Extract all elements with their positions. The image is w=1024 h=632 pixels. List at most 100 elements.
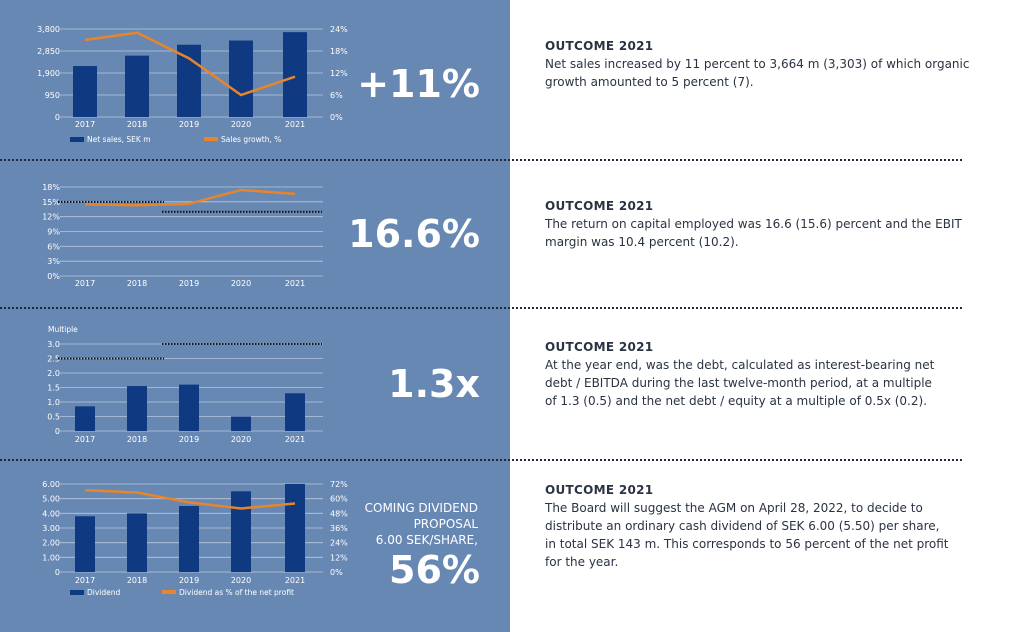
bar — [179, 506, 199, 572]
y-tick-label: 0% — [47, 272, 60, 281]
x-tick-label: 2017 — [75, 279, 95, 288]
y-tick-label: 0 — [55, 427, 60, 436]
bar — [285, 393, 305, 431]
y-tick-label: 0 — [55, 568, 60, 577]
x-tick-label: 2021 — [285, 279, 305, 288]
x-tick-label: 2020 — [231, 120, 251, 129]
bar — [73, 66, 97, 117]
outcome-text: for the year. — [545, 555, 619, 569]
x-tick-label: 2018 — [127, 576, 147, 585]
proposal-line: 6.00 SEK/SHARE, — [375, 533, 478, 547]
outcome-text: distribute an ordinary cash dividend of … — [545, 519, 940, 533]
y-tick-label: 1.0 — [47, 398, 60, 407]
series-line — [84, 188, 296, 207]
dividend-proposal: COMING DIVIDEND PROPOSAL 6.00 SEK/SHARE, — [330, 500, 478, 548]
y2-tick-label: 6% — [330, 91, 343, 100]
x-tick-label: 2017 — [75, 576, 95, 585]
y2-tick-label: 60% — [330, 495, 348, 504]
bar — [75, 406, 95, 431]
outcome-text: debt / EBITDA during the last twelve-mon… — [545, 376, 932, 390]
y2-tick-label: 36% — [330, 524, 348, 533]
y2-tick-label: 48% — [330, 509, 348, 518]
x-tick-label: 2019 — [179, 576, 199, 585]
section-divider — [0, 307, 962, 309]
x-tick-label: 2019 — [179, 279, 199, 288]
net-sales-chart: 0 950 1,900 2,850 3,800 0% 6% 12% 18% 24% 2017 2018… — [37, 25, 348, 144]
bar — [127, 513, 147, 572]
y-tick-label: 1.00 — [42, 553, 60, 562]
x-tick-label: 2017 — [75, 435, 95, 444]
section-divider — [0, 459, 962, 461]
outcome-heading: OUTCOME 2021 — [545, 340, 654, 354]
x-tick-label: 2020 — [231, 435, 251, 444]
y-tick-label: 15% — [42, 198, 60, 207]
bar — [229, 40, 253, 117]
outcome-text: At the year end, was the debt, calculate… — [545, 358, 935, 372]
bar — [283, 32, 307, 117]
kpi-return-on-capital: 16.6% — [348, 212, 480, 256]
legend-swatch — [70, 590, 84, 595]
dividend-chart: 0 1.00 2.00 3.00 4.00 5.00 6.00 0% 12% 24% 36% 48% 6… — [42, 480, 348, 597]
y-tick-label: 6.00 — [42, 480, 60, 489]
bar — [75, 516, 95, 572]
legend-swatch — [70, 137, 84, 142]
x-tick-label: 2018 — [127, 279, 147, 288]
outcome-block-roce: OUTCOME 2021 The return on capital emplo… — [545, 197, 975, 251]
outcome-text: growth amounted to 5 percent (7). — [545, 75, 754, 89]
outcome-heading: OUTCOME 2021 — [545, 39, 654, 53]
y2-tick-label: 72% — [330, 480, 348, 489]
y-tick-label: 3,800 — [37, 25, 60, 34]
bar — [125, 55, 149, 117]
outcome-text: The Board will suggest the AGM on April … — [545, 501, 923, 515]
y-tick-label: 5.00 — [42, 495, 60, 504]
y-tick-label: 2.00 — [42, 539, 60, 548]
y-tick-label: 1,900 — [37, 69, 60, 78]
x-tick-label: 2019 — [179, 120, 199, 129]
bar — [177, 44, 201, 117]
outcome-text: Net sales increased by 11 percent to 3,6… — [545, 57, 970, 71]
x-tick-label: 2018 — [127, 120, 147, 129]
proposal-line: PROPOSAL — [413, 517, 478, 531]
bar — [127, 386, 147, 431]
legend-swatch — [162, 590, 176, 594]
kpi-debt-multiple: 1.3x — [388, 362, 480, 406]
proposal-line: COMING DIVIDEND — [364, 501, 478, 515]
bar — [285, 484, 305, 572]
outcome-text: of 1.3 (0.5) and the net debt / equity a… — [545, 394, 928, 408]
y-tick-label: 18% — [42, 183, 60, 192]
x-tick-label: 2021 — [285, 435, 305, 444]
y2-tick-label: 24% — [330, 25, 348, 34]
y2-tick-label: 0% — [330, 113, 343, 122]
y-tick-label: 9% — [47, 228, 60, 237]
y-tick-label: 2.5 — [47, 355, 60, 364]
y2-tick-label: 12% — [330, 69, 348, 78]
x-tick-label: 2020 — [231, 279, 251, 288]
outcome-text: margin was 10.4 percent (10.2). — [545, 235, 739, 249]
outcome-heading: OUTCOME 2021 — [545, 483, 654, 497]
outcome-block-dividend: OUTCOME 2021 The Board will suggest the … — [545, 481, 975, 571]
return-on-capital-chart: 0% 3% 6% 9% 12% 15% 18% 2017 2018 2019 2020 2021 — [42, 183, 323, 288]
section-divider — [0, 159, 962, 161]
y-tick-label: 6% — [47, 242, 60, 251]
x-tick-label: 2018 — [127, 435, 147, 444]
y-tick-label: 2.0 — [47, 369, 60, 378]
x-tick-label: 2017 — [75, 120, 95, 129]
y2-tick-label: 24% — [330, 539, 348, 548]
x-tick-label: 2021 — [285, 120, 305, 129]
legend-label: Dividend as % of the net profit — [179, 588, 294, 597]
kpi-payout-ratio: 56% — [389, 548, 480, 592]
outcome-text: in total SEK 143 m. This corresponds to … — [545, 537, 949, 551]
y2-tick-label: 0% — [330, 568, 343, 577]
y2-tick-label: 12% — [330, 553, 348, 562]
y-tick-label: 0.5 — [47, 413, 60, 422]
y-tick-label: 3.0 — [47, 340, 60, 349]
series-line — [84, 31, 296, 97]
bar — [179, 384, 199, 431]
y-tick-label: 2,850 — [37, 47, 60, 56]
bar — [231, 416, 251, 431]
x-tick-label: 2019 — [179, 435, 199, 444]
y-axis-title: Multiple — [48, 325, 78, 334]
y-tick-label: 12% — [42, 213, 60, 222]
legend-label: Dividend — [87, 588, 121, 597]
x-tick-label: 2020 — [231, 576, 251, 585]
